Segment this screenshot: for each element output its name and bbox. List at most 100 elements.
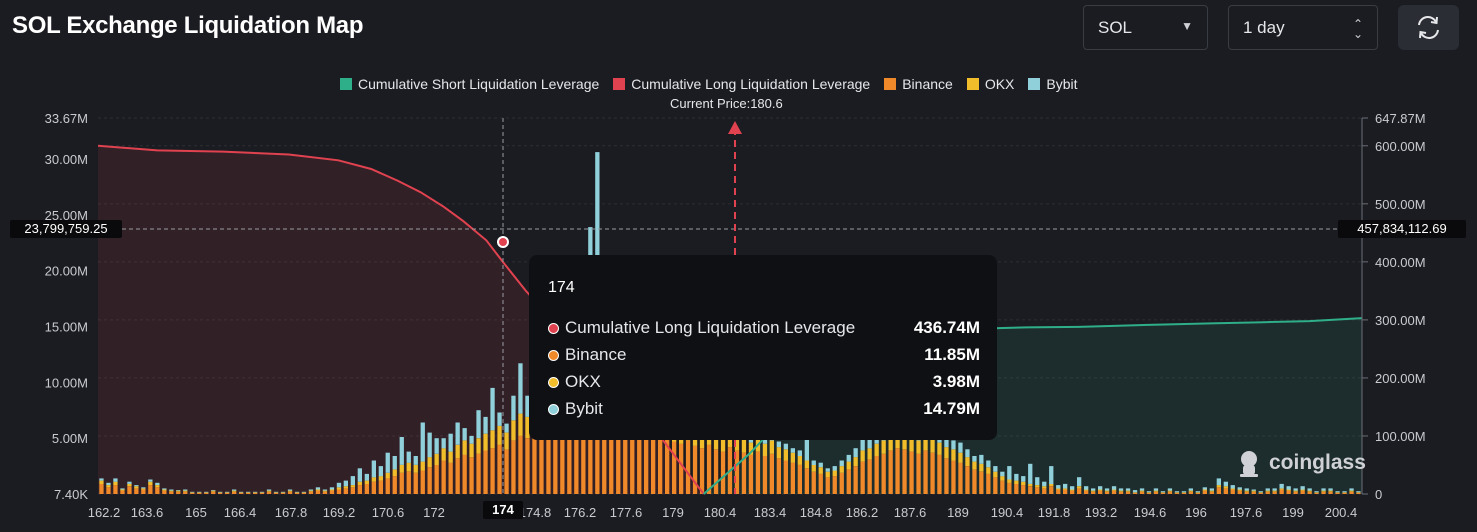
okx-bar	[127, 483, 132, 487]
left-tick-label: 33.67M	[45, 111, 88, 126]
bybit-bar	[1160, 491, 1166, 493]
okx-bar	[993, 471, 998, 478]
binance-bar	[874, 456, 879, 494]
current-price-arrow	[728, 121, 742, 134]
symbol-select[interactable]: SOL ▼	[1083, 5, 1208, 50]
okx-bar	[1146, 492, 1152, 493]
bybit-bar	[308, 489, 314, 491]
bybit-bar	[1035, 477, 1040, 485]
binance-bar	[1139, 491, 1145, 494]
binance-bar	[357, 485, 362, 494]
right-tick-label: 200.00M	[1375, 371, 1426, 386]
legend-item-bybit[interactable]: Bybit	[1028, 76, 1078, 92]
timeframe-select[interactable]: 1 day ⌃ ⌄	[1228, 5, 1378, 50]
okx-bar	[218, 492, 223, 493]
binance-bar	[951, 460, 956, 494]
bybit-bar	[1098, 486, 1103, 490]
okx-bar	[1077, 486, 1082, 489]
bybit-bar	[434, 438, 439, 454]
x-tick-label: 176.2	[564, 505, 597, 520]
binance-bar	[120, 490, 125, 494]
bybit-bar	[1118, 488, 1124, 491]
current-price-label: Current Price:180.6	[670, 96, 783, 111]
bybit-bar	[1077, 477, 1082, 487]
binance-bar	[944, 458, 949, 494]
tooltip-row-value: 14.79M	[923, 399, 980, 418]
okx-bar	[176, 490, 181, 492]
bybit-bar	[1063, 483, 1068, 489]
tooltip-row-binance: Binance 11.85M	[548, 345, 980, 367]
bybit-bar	[1300, 486, 1305, 490]
binance-bar	[1188, 491, 1193, 494]
legend-item-okx[interactable]: OKX	[966, 76, 1014, 92]
okx-bar	[804, 460, 809, 469]
bybit-bar	[595, 152, 600, 318]
binance-bar	[832, 476, 837, 494]
bybit-bar	[169, 489, 174, 491]
binance-bar	[637, 428, 642, 494]
bybit-bar	[497, 412, 502, 426]
bybit-bar	[1125, 488, 1131, 491]
binance-bar	[776, 458, 781, 494]
caret-down-icon: ▼	[1181, 19, 1193, 33]
bybit-bar	[162, 488, 167, 490]
binance-bar	[679, 443, 684, 494]
okx-bar	[1091, 490, 1096, 492]
legend-item-binance[interactable]: Binance	[884, 76, 953, 92]
binance-bar	[1146, 492, 1152, 494]
binance-bar	[315, 490, 321, 494]
left-tick-label: 15.00M	[45, 319, 88, 334]
legend-item-long[interactable]: Cumulative Long Liquidation Leverage	[613, 76, 870, 92]
okx-bar	[308, 490, 314, 492]
tooltip-row-name: Binance	[565, 345, 627, 364]
binance-bar	[308, 491, 314, 494]
binance-bar	[909, 451, 914, 494]
binance-bar	[162, 490, 167, 494]
crosshair-right-value: 457,834,112.69	[1338, 220, 1466, 238]
tooltip-title: 174	[548, 279, 575, 296]
okx-bar	[1167, 490, 1173, 492]
binance-bar	[225, 492, 230, 494]
okx-bar	[1244, 490, 1249, 492]
okx-bar	[1202, 489, 1207, 491]
binance-bar	[881, 453, 886, 494]
binance-bar	[385, 478, 390, 494]
tooltip-dot	[548, 350, 559, 361]
bybit-bar	[266, 489, 272, 491]
binance-bar	[1042, 488, 1047, 494]
right-tick-label: 600.00M	[1375, 139, 1426, 154]
bybit-bar	[993, 466, 998, 472]
binance-bar	[287, 491, 293, 494]
right-tick-label: 100.00M	[1375, 429, 1426, 444]
okx-bar	[1342, 492, 1347, 493]
bybit-bar	[315, 487, 321, 490]
binance-bar	[462, 454, 467, 494]
bybit-bar	[1293, 488, 1298, 491]
binance-bar	[239, 492, 244, 494]
okx-bar	[1084, 489, 1089, 491]
bybit-bar	[427, 432, 432, 458]
binance-bar	[406, 471, 411, 494]
x-tick-label: 200.4	[1325, 505, 1358, 520]
bybit-bar	[134, 485, 139, 487]
x-tick-label: 166.4	[224, 505, 257, 520]
okx-bar	[1111, 489, 1117, 491]
okx-bar	[867, 448, 872, 460]
binance-bar	[1314, 492, 1319, 494]
bybit-bar	[218, 491, 223, 493]
left-tick-label: 7.40K	[54, 487, 88, 502]
okx-bar	[1118, 490, 1124, 492]
bybit-bar	[1104, 488, 1110, 491]
okx-bar	[427, 457, 432, 468]
binance-bar	[497, 444, 502, 494]
bybit-bar	[832, 466, 837, 471]
legend-item-short[interactable]: Cumulative Short Liquidation Leverage	[340, 76, 599, 92]
binance-bar	[867, 459, 872, 494]
bybit-bar	[1209, 488, 1214, 491]
okx-bar	[99, 480, 104, 484]
binance-bar	[755, 451, 761, 494]
binance-bar	[413, 472, 418, 494]
refresh-button[interactable]	[1398, 5, 1459, 50]
binance-bar	[1028, 486, 1033, 494]
bybit-bar	[1056, 485, 1061, 489]
